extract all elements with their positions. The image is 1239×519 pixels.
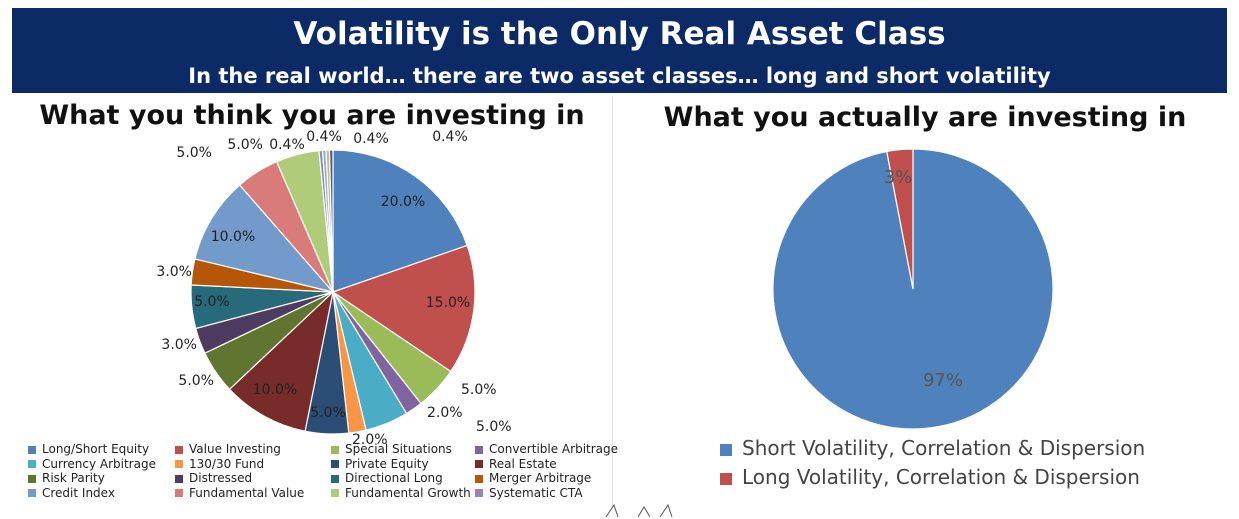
legend-label: Merger Arbitrage — [489, 471, 592, 485]
legend-swatch — [175, 460, 183, 468]
right-chart-panel: What you actually are investing in — [625, 96, 1225, 508]
legend-label: Long/Short Equity — [42, 442, 150, 456]
legend-swatch — [475, 489, 483, 497]
legend-swatch — [720, 443, 732, 456]
legend-item-private-equity: Private Equity — [331, 457, 429, 471]
legend-label: Value Investing — [189, 442, 281, 456]
legend-item-130-30-fund: 130/30 Fund — [175, 457, 264, 471]
legend-item-systematic-cta: Systematic CTA — [475, 486, 583, 500]
legend-swatch — [175, 445, 183, 454]
legend-swatch — [28, 489, 36, 497]
legend-item-fundamental-value: Fundamental Value — [175, 486, 304, 500]
legend-label: Fundamental Value — [189, 485, 305, 500]
legend-item-currency-arbitrage: Currency Arbitrage — [28, 457, 156, 471]
legend-swatch — [175, 474, 183, 483]
left-chart-title: What you think you are investing in — [39, 100, 585, 131]
legend-item-value-investing: Value Investing — [175, 442, 281, 456]
legend-swatch — [720, 472, 732, 485]
legend-label: Directional Long — [345, 471, 443, 485]
legend-item-merger-arbitrage: Merger Arbitrage — [475, 471, 591, 485]
legend-item-long-short-equity: Long/Short Equity — [28, 442, 149, 456]
legend-swatch — [331, 445, 339, 454]
right-chart-legend: Short Volatility, Correlation & Dispersi… — [720, 436, 1145, 494]
left-chart-panel: What you think you are investing in — [12, 96, 613, 508]
legend-item-short-volatility-correlation-dispersion: Short Volatility, Correlation & Dispersi… — [720, 436, 1145, 465]
legend-swatch — [475, 460, 483, 468]
legend-item-convertible-arbitrage: Convertible Arbitrage — [475, 442, 618, 456]
legend-item-special-situations: Special Situations — [331, 442, 452, 456]
legend-item-fundamental-growth: Fundamental Growth — [331, 486, 471, 500]
right-chart-title: What you actually are investing in — [663, 102, 1187, 133]
page-subtitle: In the real world… there are two asset c… — [188, 64, 1051, 88]
legend-label: Private Equity — [345, 456, 429, 471]
legend-label: Fundamental Growth — [345, 485, 471, 500]
legend-swatch — [331, 474, 339, 483]
legend-swatch — [175, 489, 183, 497]
legend-label: Convertible Arbitrage — [489, 442, 619, 456]
legend-swatch — [331, 489, 339, 497]
legend-label: Risk Parity — [42, 471, 105, 485]
legend-label: Special Situations — [345, 442, 452, 456]
legend-item-real-estate: Real Estate — [475, 457, 557, 471]
legend-item-credit-index: Credit Index — [28, 486, 115, 500]
legend-swatch — [475, 474, 483, 483]
legend-swatch — [28, 460, 36, 468]
page-title: Volatility is the Only Real Asset Class — [293, 16, 946, 52]
legend-item-long-volatility-correlation-dispersion: Long Volatility, Correlation & Dispersio… — [720, 465, 1145, 494]
legend-label: Systematic CTA — [489, 485, 583, 500]
legend-item-risk-parity: Risk Parity — [28, 471, 105, 485]
legend-swatch — [331, 460, 339, 468]
legend-label: Real Estate — [489, 456, 557, 471]
header-banner: Volatility is the Only Real Asset Class … — [12, 8, 1227, 93]
legend-swatch — [475, 445, 483, 454]
legend-swatch — [28, 474, 36, 483]
legend-label: Currency Arbitrage — [42, 456, 156, 471]
legend-label: Credit Index — [42, 485, 115, 500]
legend-label: Distressed — [189, 471, 253, 485]
logo-icon — [605, 503, 673, 518]
legend-swatch — [28, 445, 36, 454]
legend-label: 130/30 Fund — [189, 456, 265, 471]
legend-item-directional-long: Directional Long — [331, 471, 443, 485]
legend-label: Long Volatility, Correlation & Dispersio… — [742, 465, 1140, 489]
legend-item-distressed: Distressed — [175, 471, 252, 485]
legend-label: Short Volatility, Correlation & Dispersi… — [742, 436, 1146, 460]
